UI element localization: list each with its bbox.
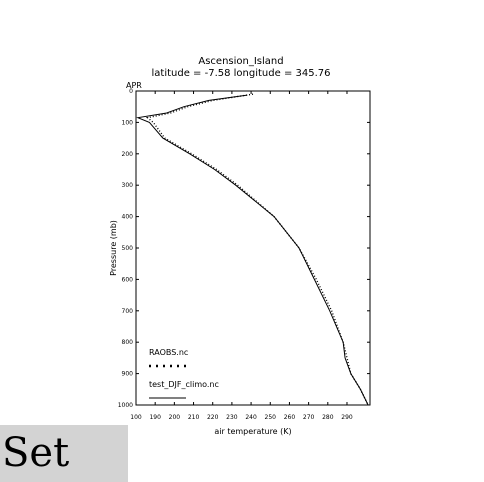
x-tick-label: 190	[149, 414, 161, 421]
y-tick-label: 100	[122, 119, 134, 126]
x-tick-label: 100	[130, 414, 142, 421]
y-tick-label: 900	[122, 371, 134, 378]
annotation: APR	[126, 81, 142, 90]
y-tick-label: 0	[129, 88, 133, 95]
x-tick-label: 250	[265, 414, 277, 421]
y-tick-label: 200	[122, 151, 134, 158]
x-tick-label: 290	[341, 414, 353, 421]
x-tick-label: 280	[322, 414, 334, 421]
x-tick-label: 210	[188, 414, 200, 421]
y-tick-label: 700	[122, 308, 134, 315]
x-tick-label: 220	[207, 414, 219, 421]
x-tick-label: 270	[303, 414, 315, 421]
x-tick-label: 240	[245, 414, 257, 421]
y-tick-label: 400	[122, 214, 134, 221]
x-tick-label: 230	[226, 414, 238, 421]
plot-frame	[135, 90, 371, 406]
y-tick-label: 500	[122, 245, 134, 252]
legend-label: RAOBS.nc	[149, 348, 188, 357]
chart-subtitle: latitude = -7.58 longitude = 345.76	[152, 68, 331, 79]
legend-label: test_DJF_climo.nc	[149, 380, 219, 389]
panel-label: Set 12	[0, 425, 128, 482]
chart-title: Ascension_Island	[198, 56, 283, 67]
x-tick-label: 260	[284, 414, 296, 421]
y-tick-label: 1000	[118, 402, 133, 409]
y-tick-label: 800	[122, 339, 134, 346]
series-line	[136, 94, 369, 406]
x-tick-label: 200	[169, 414, 181, 421]
y-tick-label: 300	[122, 182, 134, 189]
x-axis-label: air temperature (K)	[214, 427, 291, 436]
y-tick-label: 600	[122, 276, 134, 283]
series-line	[145, 93, 369, 406]
y-axis-label: Pressure (mb)	[109, 220, 118, 276]
